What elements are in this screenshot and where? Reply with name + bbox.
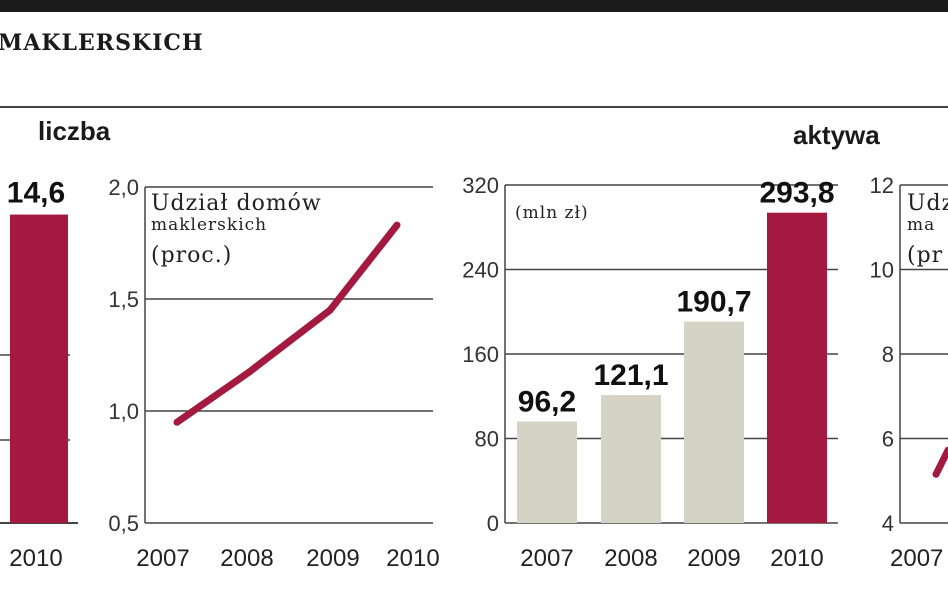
section-label-aktywa: aktywa [793,120,880,150]
c2-bar-2007 [517,421,577,523]
c1-ytick-label: 1,0 [108,399,139,424]
c3-title-line1: Udz [907,191,948,216]
c1-ytick-label: 0,5 [108,511,139,536]
c1-title-line2: maklerskich [151,215,267,235]
c2-value-label-2008: 121,1 [593,359,668,392]
c1-title-line3: (proc.) [151,243,232,268]
c3-ytick-label: 4 [882,511,894,536]
c1-xtick-2007: 2007 [136,545,189,572]
c0-bar-2010 [10,214,68,523]
c2-ytick-label: 240 [462,258,499,283]
c0-xtick-2010: 2010 [9,545,62,572]
c2-xtick-2010: 2010 [770,545,823,572]
c1-xtick-2010: 2010 [386,545,439,572]
c3-title-line3: (pr [907,243,943,268]
c1-title-line1: Udział domów [151,191,322,216]
c2-bar-2009 [684,321,744,523]
c3-series-line [932,446,948,478]
c1-ytick-label: 1,5 [108,287,139,312]
c3-ytick-label: 10 [870,258,894,283]
c2-ytick-label: 0 [487,511,499,536]
c2-xtick-2009: 2009 [687,545,740,572]
top-bar [0,0,948,12]
c2-value-label-2009: 190,7 [676,286,751,319]
c3-ytick-label: 12 [870,173,894,198]
header-title: MAKLERSKICH [0,30,204,56]
c3-ytick-label: 8 [882,342,894,367]
c1-xtick-2008: 2008 [220,545,273,572]
c2-title: (mln zł) [515,203,589,223]
c2-value-label-2010: 293,8 [759,177,834,210]
c0-value-label-2010: 14,6 [7,177,65,210]
c1-xtick-2009: 2009 [306,545,359,572]
c2-bar-2008 [601,395,661,523]
c2-ytick-label: 320 [462,173,499,198]
c1-series-line [173,221,401,426]
c3-xtick-2007: 2007 [890,545,943,572]
c1-ytick-label: 2,0 [108,175,139,200]
c2-xtick-2008: 2008 [604,545,657,572]
c2-ytick-label: 80 [475,427,499,452]
c2-xtick-2007: 2007 [520,545,573,572]
section-label-liczba: liczba [38,116,111,146]
c2-value-label-2007: 96,2 [518,385,576,418]
c2-ytick-label: 160 [462,342,499,367]
c3-title-line2: ma [907,215,935,235]
c2-bar-2010 [767,212,827,523]
header-rule [0,106,948,108]
c3-ytick-label: 6 [882,427,894,452]
